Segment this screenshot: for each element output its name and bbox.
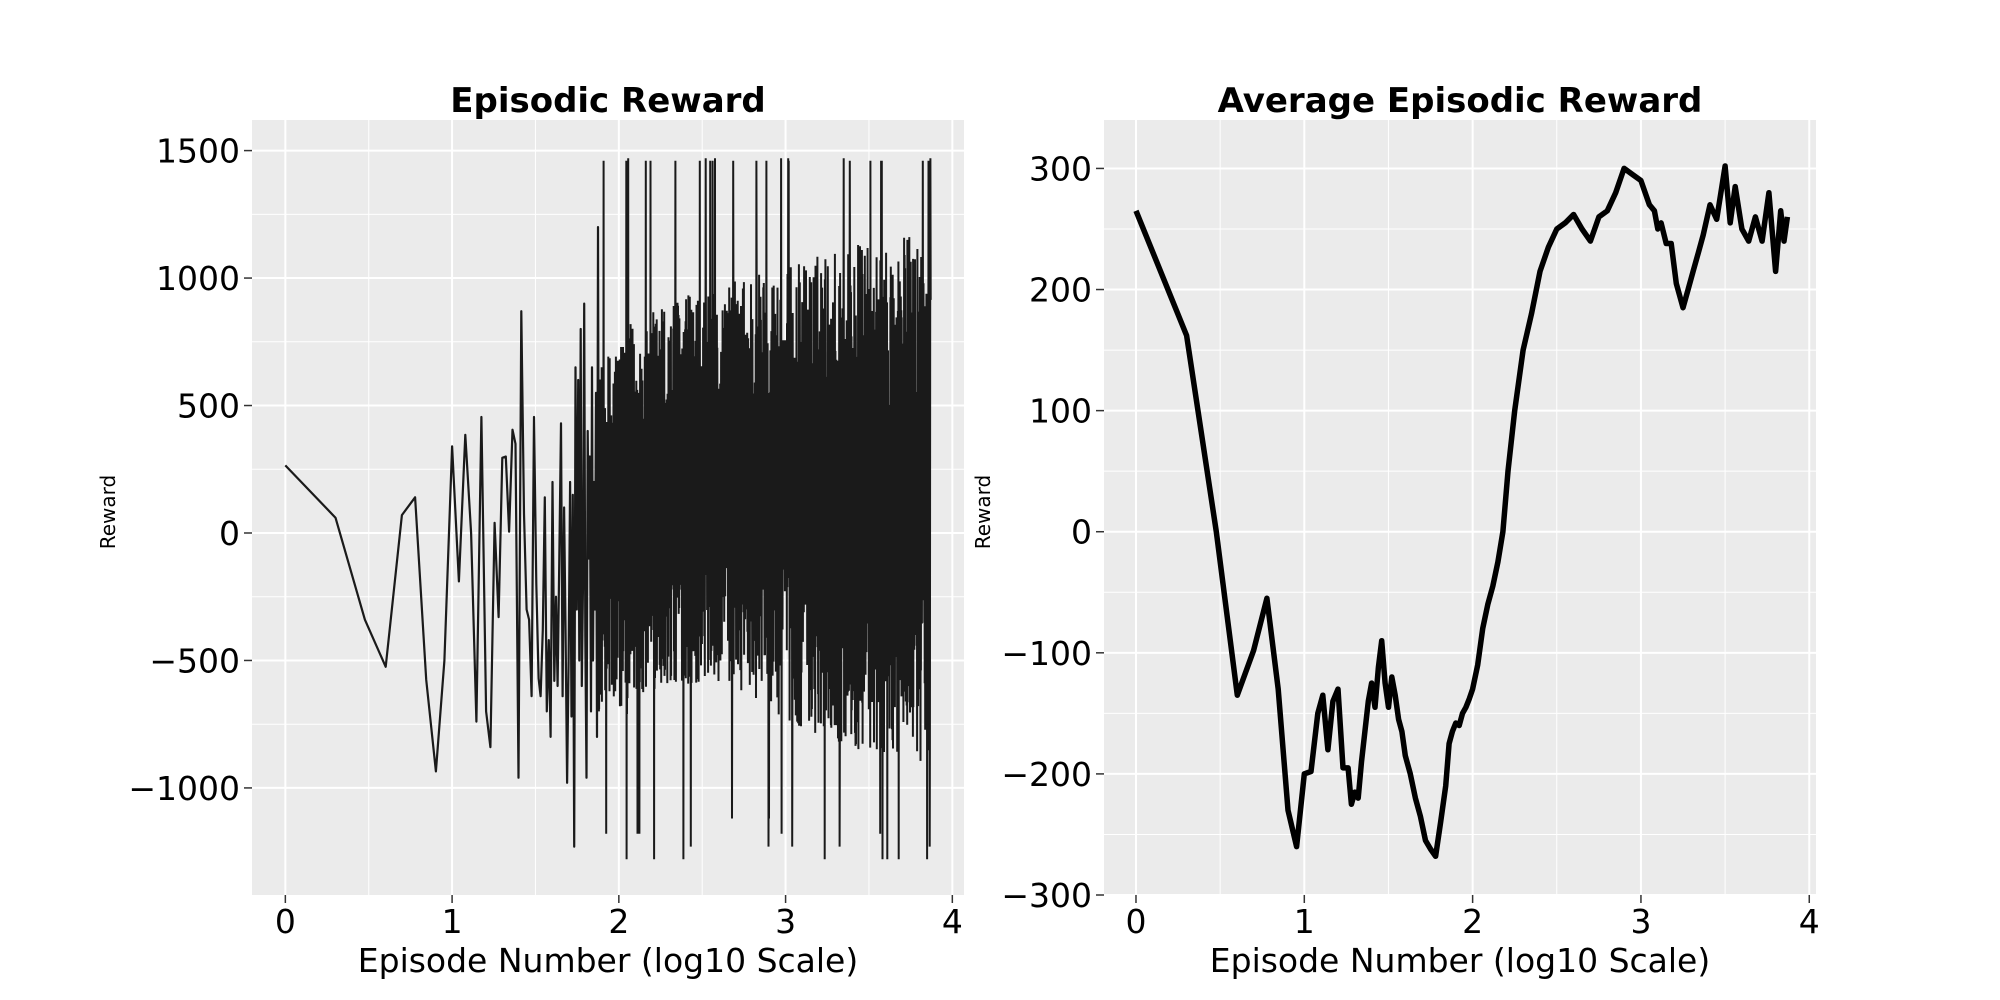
x-axis-label: Episode Number (log10 Scale) [1210, 941, 1710, 980]
y-tick-label: 500 [177, 387, 240, 426]
y-tick-label: −500 [149, 641, 240, 680]
x-tick-label: 1 [442, 902, 463, 941]
y-ticks: −1000 −500 0 500 1000 1500 [128, 132, 252, 808]
chart-title: Episodic Reward [450, 81, 766, 121]
y-axis-label: Reward [96, 475, 120, 549]
x-tick-label: 2 [608, 902, 629, 941]
chart-average-episodic-reward: −300 −200 −100 0 100 200 300 0 1 2 3 4 Average Epi… [971, 81, 1820, 980]
y-tick-label: −300 [1001, 876, 1092, 915]
y-tick-label: 0 [1071, 513, 1092, 552]
x-axis-label: Episode Number (log10 Scale) [358, 941, 858, 980]
x-tick-label: 4 [1799, 902, 1820, 941]
chart-episodic-reward: −1000 −500 0 500 1000 1500 0 1 2 3 4 Episodic Rew… [96, 81, 964, 980]
x-tick-label: 2 [1462, 902, 1483, 941]
series-line [284, 226, 601, 848]
x-tick-label: 4 [942, 902, 963, 941]
x-tick-label: 3 [1630, 902, 1651, 941]
y-tick-label: −100 [1001, 634, 1092, 673]
x-tick-label: 0 [1125, 902, 1146, 941]
series-line [1133, 163, 1791, 860]
x-tick-label: 1 [1294, 902, 1315, 941]
chart-title: Average Episodic Reward [1218, 81, 1703, 121]
dense-band [597, 158, 932, 860]
y-tick-label: 300 [1029, 149, 1092, 188]
x-ticks: 0 1 2 3 4 [1125, 895, 1820, 941]
y-tick-label: 100 [1029, 392, 1092, 431]
y-tick-label: 1500 [156, 132, 240, 171]
y-ticks: −300 −200 −100 0 100 200 300 [1001, 149, 1104, 915]
y-axis-label: Reward [971, 475, 995, 549]
x-tick-label: 3 [775, 902, 796, 941]
y-tick-label: −200 [1001, 755, 1092, 794]
y-tick-label: −1000 [128, 769, 240, 808]
x-ticks: 0 1 2 3 4 [275, 895, 963, 941]
grid-lines [1104, 120, 1816, 896]
dense-series-line [597, 158, 932, 860]
y-tick-label: 1000 [156, 259, 240, 298]
x-tick-label: 0 [275, 902, 296, 941]
y-tick-label: 200 [1029, 271, 1092, 310]
y-tick-label: 0 [219, 514, 240, 553]
